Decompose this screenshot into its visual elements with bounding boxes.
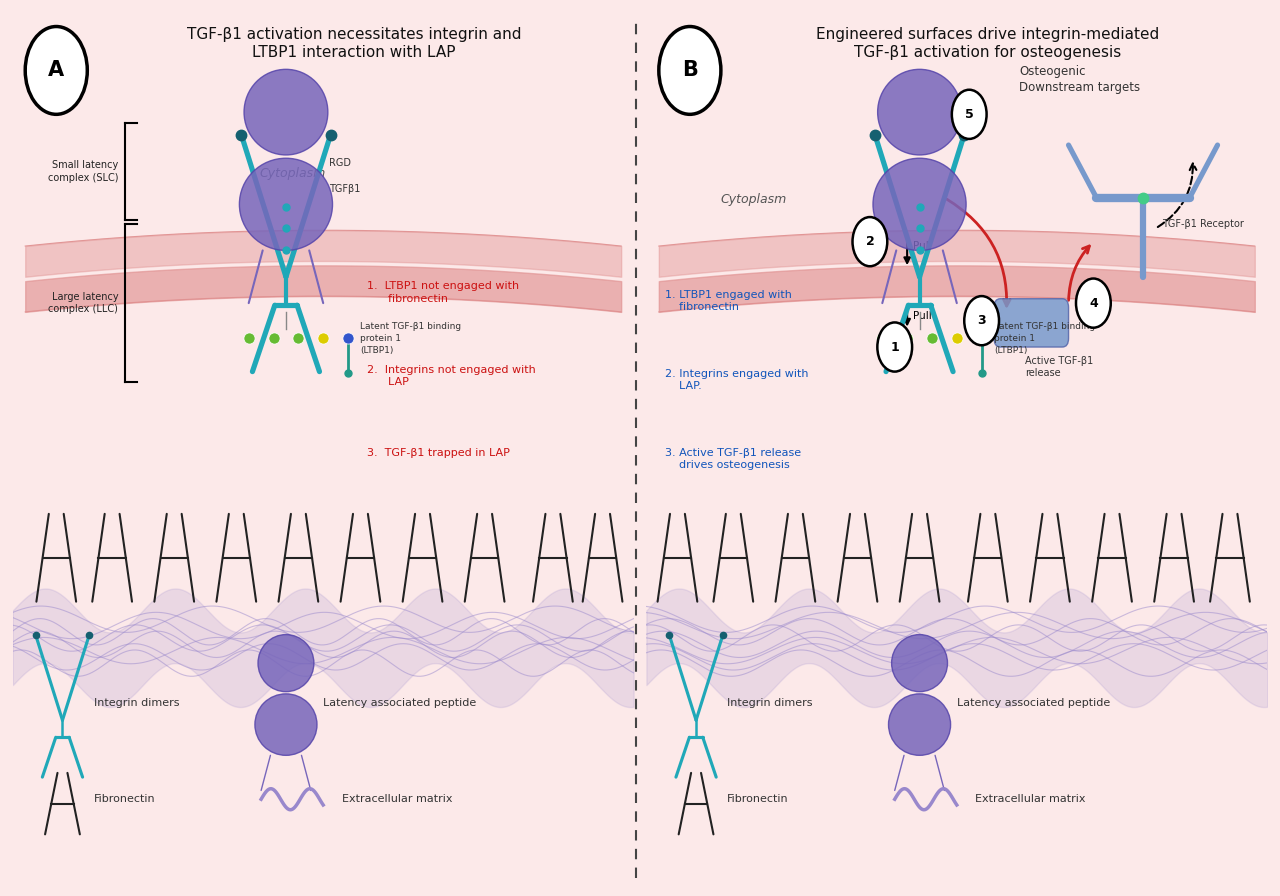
Circle shape (26, 27, 87, 115)
Text: 3. Active TGF-β1 release
    drives osteogenesis: 3. Active TGF-β1 release drives osteogen… (666, 448, 801, 470)
Text: Latency associated peptide: Latency associated peptide (957, 698, 1110, 708)
Text: TGFβ1: TGFβ1 (329, 184, 361, 194)
Text: Integrin dimers: Integrin dimers (727, 698, 813, 708)
Text: B: B (682, 60, 698, 81)
Ellipse shape (888, 694, 951, 755)
Text: RGD: RGD (329, 158, 352, 168)
Text: TGF-β1 activation necessitates integrin and
LTBP1 interaction with LAP: TGF-β1 activation necessitates integrin … (187, 27, 521, 60)
Text: A: A (49, 60, 64, 81)
Text: Osteogenic
Downstream targets: Osteogenic Downstream targets (1019, 65, 1140, 94)
Text: Extracellular matrix: Extracellular matrix (342, 794, 452, 805)
Circle shape (964, 296, 998, 345)
Text: Fibronectin: Fibronectin (727, 794, 788, 805)
Ellipse shape (878, 69, 961, 155)
Text: Large latency
complex (LLC): Large latency complex (LLC) (49, 292, 118, 314)
Text: 2. Integrins engaged with
    LAP.: 2. Integrins engaged with LAP. (666, 369, 809, 392)
Text: Extracellular matrix: Extracellular matrix (975, 794, 1085, 805)
Circle shape (659, 27, 721, 115)
Text: Integrin dimers: Integrin dimers (93, 698, 179, 708)
Text: Latent TGF-β1 binding
protein 1
(LTBP1): Latent TGF-β1 binding protein 1 (LTBP1) (361, 322, 462, 355)
Text: 3: 3 (978, 314, 986, 327)
Text: Cytoplasm: Cytoplasm (721, 194, 787, 206)
Circle shape (952, 90, 987, 139)
Ellipse shape (892, 634, 947, 692)
Text: Pull: Pull (914, 241, 932, 251)
Ellipse shape (255, 694, 317, 755)
Text: 1. LTBP1 engaged with
    fibronectin: 1. LTBP1 engaged with fibronectin (666, 290, 792, 313)
Text: 4: 4 (1089, 297, 1098, 310)
Ellipse shape (244, 69, 328, 155)
Text: 1: 1 (891, 340, 899, 354)
Text: Latency associated peptide: Latency associated peptide (324, 698, 476, 708)
Text: Active TGF-β1
release: Active TGF-β1 release (1025, 356, 1093, 378)
Circle shape (852, 217, 887, 266)
Text: 2.  Integrins not engaged with
      LAP: 2. Integrins not engaged with LAP (366, 365, 535, 387)
Text: Latent TGF-β1 binding
protein 1
(LTBP1): Latent TGF-β1 binding protein 1 (LTBP1) (995, 322, 1096, 355)
Text: 1.  LTBP1 not engaged with
      fibronectin: 1. LTBP1 not engaged with fibronectin (366, 281, 518, 304)
Text: TGF-β1 Receptor: TGF-β1 Receptor (1162, 220, 1244, 229)
Text: 2: 2 (865, 235, 874, 248)
Ellipse shape (259, 634, 314, 692)
Text: 5: 5 (965, 108, 974, 121)
Circle shape (877, 323, 913, 372)
Text: Fibronectin: Fibronectin (93, 794, 155, 805)
Text: Cytoplasm: Cytoplasm (259, 167, 325, 180)
Text: Pull: Pull (914, 311, 932, 322)
Circle shape (1076, 279, 1111, 328)
FancyBboxPatch shape (995, 298, 1069, 347)
Text: 3.  TGF-β1 trapped in LAP: 3. TGF-β1 trapped in LAP (366, 448, 509, 458)
Text: Small latency
complex (SLC): Small latency complex (SLC) (47, 160, 118, 183)
Text: Engineered surfaces drive integrin-mediated
TGF-β1 activation for osteogenesis: Engineered surfaces drive integrin-media… (817, 27, 1160, 60)
Ellipse shape (873, 159, 966, 250)
Ellipse shape (239, 159, 333, 250)
